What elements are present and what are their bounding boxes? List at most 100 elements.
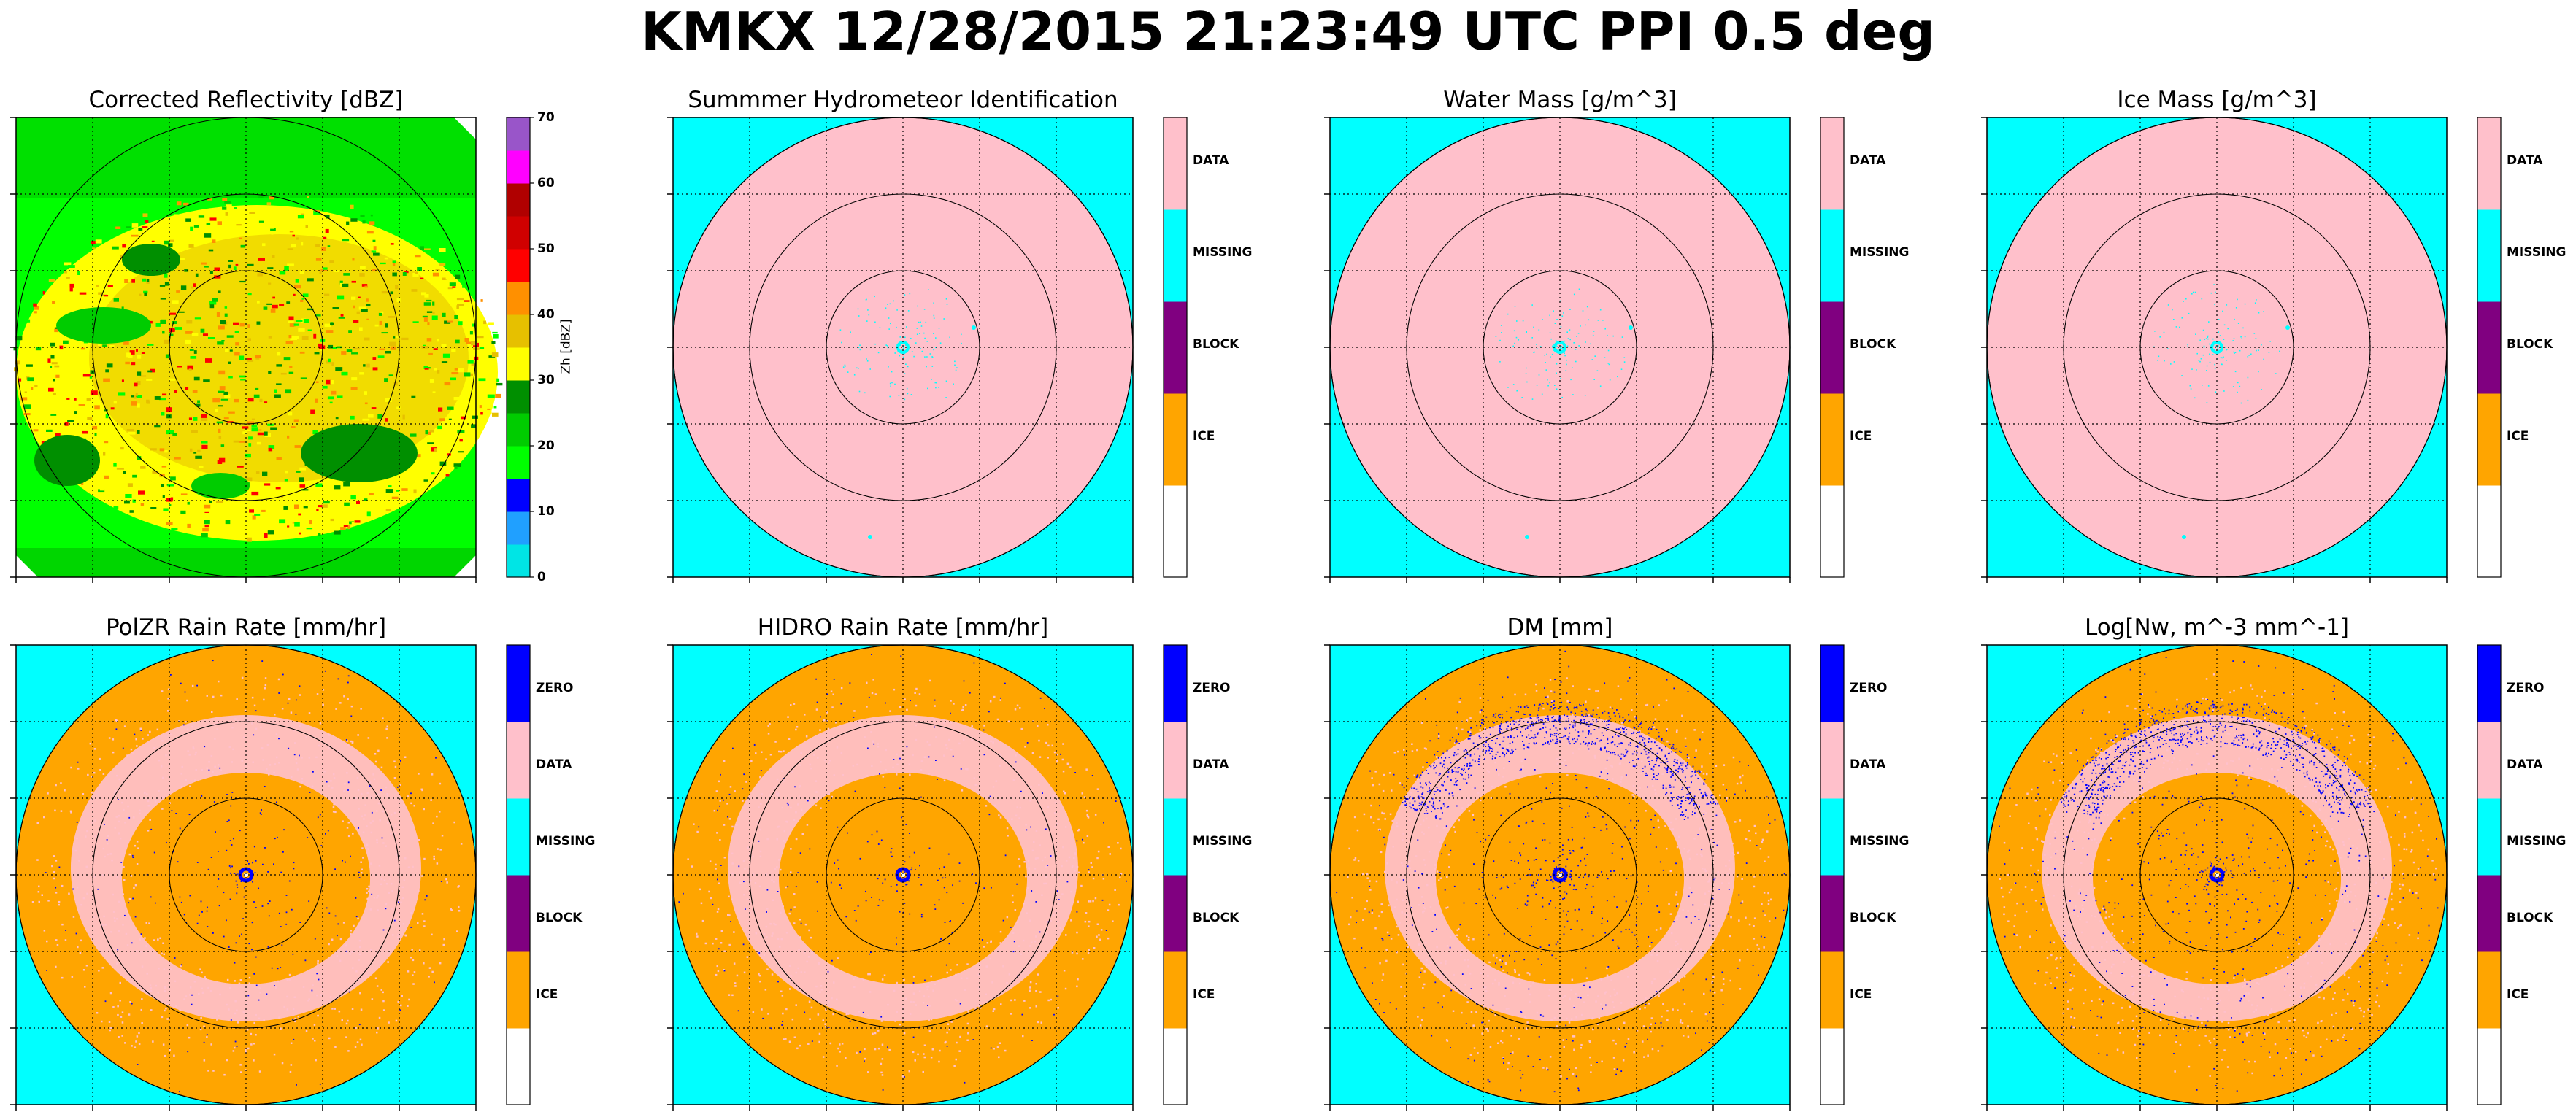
colorbar-swatch: [507, 249, 530, 282]
colorbar-category-label: MISSING: [2507, 245, 2567, 260]
colorbar-swatch: [1820, 722, 1844, 799]
colorbar-category-label: DATA: [536, 757, 572, 772]
range-ring-2: [2063, 721, 2371, 1029]
colorbar-swatch: [1820, 485, 1844, 578]
colorbar-category-label: ZERO: [536, 681, 574, 695]
colorbar-swatch: [1164, 393, 1187, 486]
range-ring-2: [1406, 193, 1714, 501]
colorbar-category-label: DATA: [2507, 757, 2543, 772]
colorbar-swatch: [1164, 722, 1187, 799]
colorbar-category-label: BLOCK: [1193, 911, 1239, 925]
radar-speckle: [31, 660, 463, 1092]
colorbar-category-label: ZERO: [1850, 681, 1888, 695]
colorbar-swatch: [1820, 117, 1844, 210]
colorbar-category-label: MISSING: [1850, 245, 1910, 260]
colorbar-hidro: [1163, 644, 1188, 1105]
colorbar-lognw: [2477, 644, 2502, 1105]
colorbar-swatch: [1820, 1028, 1844, 1105]
colorbar-swatch: [1164, 117, 1187, 210]
colorbar-swatch: [2477, 117, 2501, 210]
colorbar-swatch: [2477, 798, 2501, 876]
panel-title-ice_mass: Ice Mass [g/m^3]: [2117, 87, 2317, 113]
range-ring-2: [1406, 721, 1714, 1029]
colorbar-category-label: BLOCK: [1850, 337, 1896, 352]
colorbar-category-label: DATA: [1850, 757, 1886, 772]
colorbar-swatch: [507, 1028, 530, 1105]
colorbar-swatch: [507, 875, 530, 952]
radar-speckle: [1336, 650, 1785, 1093]
colorbar-tick-label: 40: [537, 307, 555, 322]
figure-suptitle: KMKX 12/28/2015 21:23:49 UTC PPI 0.5 deg: [641, 1, 1935, 62]
colorbar-swatch: [1164, 301, 1187, 394]
colorbar-swatch: [2477, 645, 2501, 722]
colorbar-swatch: [2477, 301, 2501, 394]
colorbar-tick-label: 30: [537, 373, 555, 387]
colorbar-swatch: [1164, 798, 1187, 876]
radar-disk: [673, 117, 1133, 577]
colorbar-category-label: ZERO: [1193, 681, 1231, 695]
colorbar-category-label: ICE: [1193, 429, 1215, 444]
radar-plot-reflectivity: [10, 117, 503, 583]
colorbar-category-label: BLOCK: [2507, 911, 2553, 925]
colorbar-swatch: [1164, 209, 1187, 302]
colorbar-swatch: [507, 150, 530, 184]
colorbar-swatch: [2477, 875, 2501, 952]
colorbar-dm: [1820, 644, 1845, 1105]
colorbar-swatch: [1820, 951, 1844, 1029]
colorbar-swatch: [507, 511, 530, 545]
radar-disk: [1987, 117, 2447, 577]
colorbar-ice_mass: [2477, 117, 2502, 578]
colorbar-category-label: BLOCK: [536, 911, 583, 925]
colorbar-swatch: [507, 117, 530, 151]
colorbar-swatch: [507, 314, 530, 348]
panel-title-lognw: Log[Nw, m^-3 mm^-1]: [2084, 614, 2350, 641]
colorbar-category-label: MISSING: [2507, 834, 2567, 849]
colorbar-swatch: [507, 216, 530, 250]
colorbar-tick-label: 0: [537, 570, 546, 584]
radar-plot-lognw: [1981, 644, 2448, 1111]
colorbar-swatch: [1820, 875, 1844, 952]
panel-title-dm: DM [mm]: [1507, 614, 1613, 641]
panel-title-reflectivity: Corrected Reflectivity [dBZ]: [88, 87, 404, 113]
colorbar-category-label: DATA: [2507, 153, 2543, 168]
colorbar-swatch: [1164, 485, 1187, 578]
colorbar-category-label: MISSING: [1193, 834, 1253, 849]
colorbar-category-label: DATA: [1193, 757, 1229, 772]
range-ring-2: [749, 721, 1057, 1029]
colorbar-category-label: ZERO: [2507, 681, 2545, 695]
panel-title-hidro: HIDRO Rain Rate [mm/hr]: [757, 614, 1049, 641]
colorbar-swatch: [1820, 645, 1844, 722]
colorbar-tick-label: 50: [537, 242, 555, 256]
colorbar-category-label: BLOCK: [1193, 337, 1239, 352]
colorbar-swatch: [507, 479, 530, 512]
colorbar-category-label: ICE: [2507, 987, 2529, 1002]
radar-plot-hid: [667, 117, 1134, 583]
colorbar-swatch: [507, 183, 530, 217]
range-ring-2: [92, 193, 400, 501]
radar-plot-polzr: [10, 644, 477, 1111]
colorbar-swatch: [2477, 722, 2501, 799]
colorbar-swatch: [2477, 1028, 2501, 1105]
colorbar-swatch: [507, 951, 530, 1029]
colorbar-category-label: ICE: [1850, 987, 1872, 1002]
colorbar-swatch: [1164, 875, 1187, 952]
colorbar-category-label: DATA: [1850, 153, 1886, 168]
colorbar-swatch: [507, 380, 530, 414]
colorbar-axis-label: Zh [dBZ]: [558, 319, 574, 374]
range-ring-2: [749, 193, 1057, 501]
colorbar-category-label: BLOCK: [2507, 337, 2553, 352]
colorbar-swatch: [1164, 1028, 1187, 1105]
colorbar-category-label: BLOCK: [1850, 911, 1896, 925]
colorbar-swatch: [1820, 209, 1844, 302]
colorbar-hid: [1163, 117, 1188, 578]
colorbar-swatch: [2477, 951, 2501, 1029]
colorbar-category-label: MISSING: [536, 834, 596, 849]
colorbar-swatch: [1820, 301, 1844, 394]
colorbar-reflectivity: [506, 117, 534, 578]
colorbar-swatch: [2477, 209, 2501, 302]
range-ring-2: [92, 721, 400, 1029]
colorbar-swatch: [1164, 645, 1187, 722]
colorbar-category-label: DATA: [1193, 153, 1229, 168]
colorbar-category-label: ICE: [2507, 429, 2529, 444]
colorbar-swatch: [507, 282, 530, 315]
